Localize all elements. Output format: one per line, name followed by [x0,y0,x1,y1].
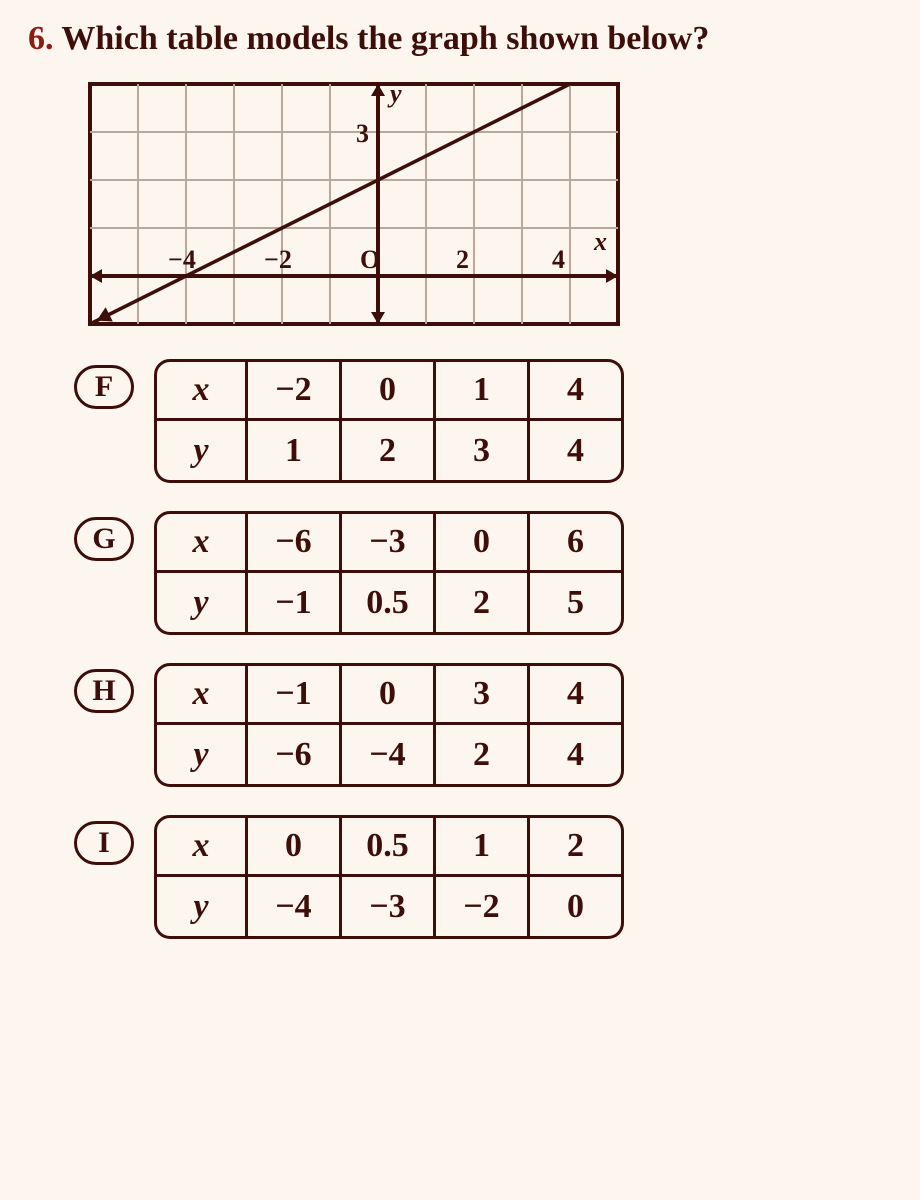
svg-text:4: 4 [552,245,565,274]
option-letter: H [74,669,134,713]
table-cell: −6 [248,725,342,787]
table-cell: 0 [436,511,530,573]
table-cell: −3 [342,877,436,939]
option-i[interactable]: Ix00.512y−4−3−20 [74,815,892,939]
table-cell: 4 [530,421,624,483]
row-header: y [154,421,248,483]
table-cell: 1 [436,815,530,877]
table-cell: 4 [530,359,624,421]
graph: −4 −2 O 2 4 3y x [88,82,892,331]
option-letter: I [74,821,134,865]
table-cell: 2 [530,815,624,877]
row-header: y [154,573,248,635]
option-table: x−2014y1234 [154,359,624,483]
graph-svg: −4 −2 O 2 4 3y x [88,82,620,326]
table-cell: −2 [436,877,530,939]
option-f[interactable]: Fx−2014y1234 [74,359,892,483]
table-cell: 3 [436,421,530,483]
svg-text:y: y [387,82,402,108]
table-cell: 0 [342,663,436,725]
question-line: 6. Which table models the graph shown be… [28,20,892,58]
option-table: x−6−306 y−10.525 [154,511,624,635]
table-cell: −3 [342,511,436,573]
row-header: x [154,663,248,725]
table-cell: 5 [530,573,624,635]
table-cell: 6 [530,511,624,573]
table-cell: 3 [436,663,530,725]
table-cell: −6 [248,511,342,573]
answer-options: Fx−2014y1234Gx−6−306y−10.525Hx−1034y−6−4… [74,359,892,939]
svg-text:3: 3 [356,119,369,148]
option-h[interactable]: Hx−1034 y−6−424 [74,663,892,787]
table-cell: 1 [436,359,530,421]
svg-text:x: x [593,227,607,256]
table-cell: 0 [342,359,436,421]
option-letter: G [74,517,134,561]
svg-text:O: O [360,245,380,274]
table-cell: −1 [248,573,342,635]
table-cell: 2 [436,573,530,635]
table-cell: 2 [342,421,436,483]
row-header: y [154,725,248,787]
table-cell: 1 [248,421,342,483]
question-number: 6. [28,20,54,57]
table-cell: 4 [530,663,624,725]
table-cell: −4 [342,725,436,787]
row-header: x [154,815,248,877]
table-cell: −2 [248,359,342,421]
table-cell: 4 [530,725,624,787]
svg-text:−4: −4 [168,245,196,274]
table-cell: −4 [248,877,342,939]
option-table: x00.512y−4−3−20 [154,815,624,939]
svg-text:2: 2 [456,245,469,274]
table-cell: −1 [248,663,342,725]
row-header: y [154,877,248,939]
table-cell: 2 [436,725,530,787]
row-header: x [154,359,248,421]
table-cell: 0 [530,877,624,939]
svg-text:−2: −2 [264,245,292,274]
table-cell: 0.5 [342,573,436,635]
option-table: x−1034 y−6−424 [154,663,624,787]
table-cell: 0 [248,815,342,877]
question-text: Which table models the graph shown below… [61,20,709,57]
option-g[interactable]: Gx−6−306 y−10.525 [74,511,892,635]
row-header: x [154,511,248,573]
table-cell: 0.5 [342,815,436,877]
option-letter: F [74,365,134,409]
